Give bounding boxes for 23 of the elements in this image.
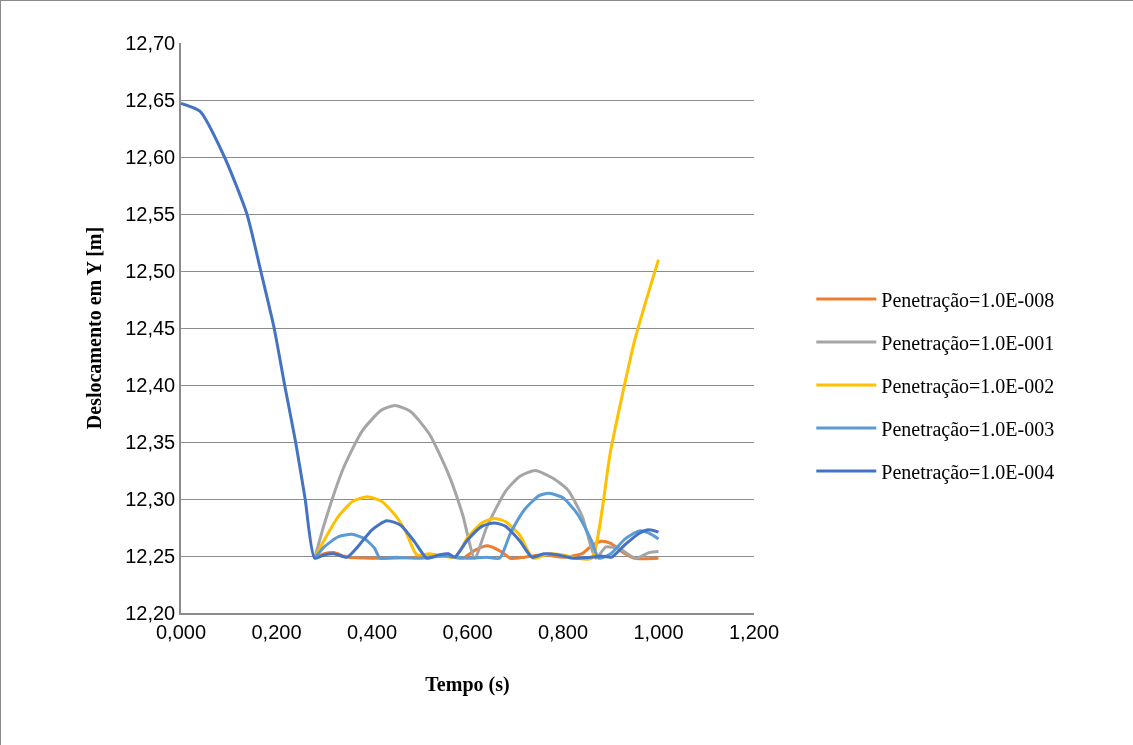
x-tick-label: 0,800 — [537, 620, 589, 643]
legend-label: Penetração=1.0E-008 — [881, 288, 1055, 312]
y-tick-label: 12,35 — [125, 431, 176, 453]
y-tick-label: 12,40 — [125, 374, 176, 396]
x-tick-label: 0,400 — [346, 620, 398, 643]
x-tick-label: 1,000 — [633, 620, 684, 643]
y-axis-title: Deslocamento em Y [m] — [83, 226, 106, 430]
legend-label: Penetração=1.0E-001 — [881, 331, 1055, 355]
x-tick-label: 1,200 — [728, 620, 780, 643]
legend-label: Penetração=1.0E-004 — [881, 460, 1055, 484]
y-tick-label: 12,60 — [125, 146, 176, 168]
x-tick-label: 0,200 — [251, 620, 302, 643]
legend-label: Penetração=1.0E-002 — [881, 374, 1055, 398]
x-axis-title: Tempo (s) — [425, 672, 510, 696]
y-tick-label: 12,50 — [125, 260, 176, 282]
y-tick-label: 12,25 — [125, 545, 176, 567]
y-tick-label: 12,30 — [125, 488, 176, 510]
y-tick-label: 12,45 — [125, 317, 176, 339]
y-tick-label: 12,55 — [125, 203, 176, 225]
x-tick-label: 0,600 — [442, 620, 493, 643]
y-tick-label: 12,70 — [125, 32, 176, 54]
y-tick-label: 12,65 — [125, 89, 176, 111]
legend-label: Penetração=1.0E-003 — [881, 417, 1055, 441]
